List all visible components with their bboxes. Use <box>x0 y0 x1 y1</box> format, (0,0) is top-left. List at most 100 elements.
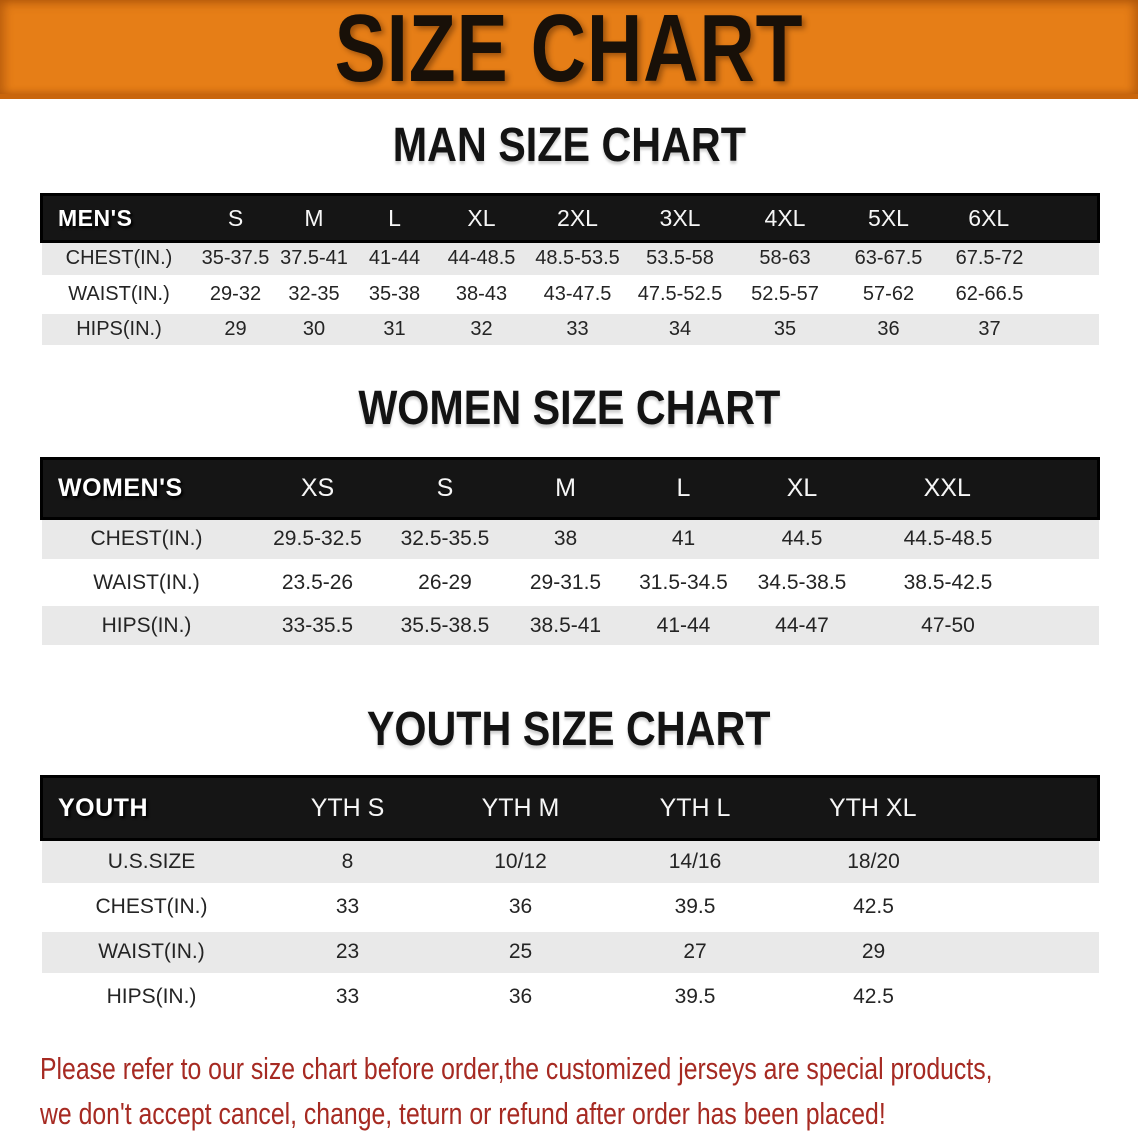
size-value: 53.5-58 <box>627 241 733 279</box>
table-row: WAIST(IN.) 29-32 32-35 35-38 38-43 43-47.5 47.… <box>41 276 1099 314</box>
size-value: 41-44 <box>353 241 436 279</box>
disclaimer-line-2: we don't accept cancel, change, teturn o… <box>40 1095 886 1131</box>
column-header-m: M <box>506 456 625 520</box>
size-value: 47-50 <box>861 604 1099 649</box>
row-label: HIPS(IN.) <box>41 311 197 349</box>
size-value: 30 <box>274 311 354 349</box>
size-value: 38-43 <box>435 276 528 314</box>
row-label: U.S.SIZE <box>41 839 262 887</box>
column-header-3xl: 3XL <box>627 193 733 243</box>
size-value: 35 <box>732 311 838 349</box>
women-table-header-row: WOMEN'S XS S M L XL XXL <box>40 456 1100 520</box>
column-header-l: L <box>353 193 436 243</box>
size-value: 33 <box>261 884 434 932</box>
column-header-s: S <box>383 456 507 520</box>
size-value: 32 <box>435 311 528 349</box>
size-value: 14/16 <box>607 839 783 887</box>
column-header-xxl: XXL <box>861 456 1100 520</box>
size-value: 44.5-48.5 <box>861 518 1099 563</box>
table-row: CHEST(IN.) 35-37.5 37.5-41 41-44 44-48.5 48.5… <box>41 241 1099 279</box>
men-size-chart-section: MAN SIZE CHART MEN'S S M L XL 2XL 3XL 4XL 5XL 6XL… <box>0 120 1138 349</box>
women-section-heading-text: WOMEN SIZE CHART <box>358 381 780 435</box>
column-header-m: M <box>274 193 354 243</box>
size-value: 36 <box>433 974 608 1022</box>
banner: SIZE CHART <box>0 0 1138 99</box>
men-section-heading-text: MAN SIZE CHART <box>392 119 746 172</box>
size-value: 39.5 <box>607 884 783 932</box>
table-row: WAIST(IN.) 23.5-26 26-29 29-31.5 31.5-34.5 34… <box>41 561 1099 606</box>
size-value: 36 <box>837 311 940 349</box>
men-section-heading: MAN SIZE CHART <box>0 120 1138 172</box>
size-value: 63-67.5 <box>837 241 940 279</box>
men-table-header-row: MEN'S S M L XL 2XL 3XL 4XL 5XL 6XL <box>40 193 1100 243</box>
youth-size-chart-section: YOUTH SIZE CHART YOUTH YTH S YTH M YTH L YTH… <box>0 704 1138 1022</box>
table-row: CHEST(IN.) 33 36 39.5 42.5 <box>41 884 1099 932</box>
column-header-5xl: 5XL <box>837 193 940 243</box>
size-value: 29 <box>196 311 275 349</box>
size-value: 25 <box>433 929 608 977</box>
size-value: 34.5-38.5 <box>742 561 862 606</box>
size-value: 29-32 <box>196 276 275 314</box>
youth-section-heading-text: YOUTH SIZE CHART <box>367 703 771 756</box>
table-row: HIPS(IN.) 33-35.5 35.5-38.5 38.5-41 41-44 44-… <box>41 604 1099 649</box>
size-value: 39.5 <box>607 974 783 1022</box>
size-value: 38 <box>506 518 625 563</box>
size-value: 23.5-26 <box>251 561 384 606</box>
row-label: WAIST(IN.) <box>41 276 197 314</box>
column-header-xs: XS <box>251 456 384 520</box>
table-row: U.S.SIZE 8 10/12 14/16 18/20 <box>41 839 1099 887</box>
size-value: 37 <box>939 311 1099 349</box>
row-label: CHEST(IN.) <box>41 884 262 932</box>
size-value: 44-47 <box>742 604 862 649</box>
column-header-6xl: 6XL <box>939 193 1100 243</box>
disclaimer: Please refer to our size chart before or… <box>40 1046 1138 1136</box>
size-value: 44.5 <box>742 518 862 563</box>
column-header-2xl: 2XL <box>527 193 628 243</box>
size-value: 42.5 <box>782 974 1099 1022</box>
size-value: 47.5-52.5 <box>627 276 733 314</box>
youth-header-label: YOUTH <box>40 775 262 841</box>
table-row: WAIST(IN.) 23 25 27 29 <box>41 929 1099 977</box>
size-value: 35-37.5 <box>196 241 275 279</box>
size-value: 29 <box>782 929 1099 977</box>
size-value: 44-48.5 <box>435 241 528 279</box>
size-value: 36 <box>433 884 608 932</box>
column-header-xl: XL <box>435 193 528 243</box>
youth-size-table: YOUTH YTH S YTH M YTH L YTH XL U.S.SIZE 8 10/12… <box>40 775 1100 1022</box>
size-value: 41 <box>624 518 743 563</box>
size-value: 33 <box>527 311 628 349</box>
size-value: 8 <box>261 839 434 887</box>
row-label: CHEST(IN.) <box>41 241 197 279</box>
column-header-l: L <box>624 456 743 520</box>
size-value: 62-66.5 <box>939 276 1099 314</box>
column-header-yth-l: YTH L <box>607 775 783 841</box>
row-label: WAIST(IN.) <box>41 929 262 977</box>
size-value: 32.5-35.5 <box>383 518 507 563</box>
row-label: HIPS(IN.) <box>41 604 252 649</box>
size-value: 57-62 <box>837 276 940 314</box>
size-value: 43-47.5 <box>527 276 628 314</box>
women-section-heading: WOMEN SIZE CHART <box>0 381 1138 435</box>
size-value: 31.5-34.5 <box>624 561 743 606</box>
size-value: 38.5-42.5 <box>861 561 1099 606</box>
size-value: 29-31.5 <box>506 561 625 606</box>
size-value: 58-63 <box>732 241 838 279</box>
women-header-label: WOMEN'S <box>40 456 252 520</box>
size-value: 26-29 <box>383 561 507 606</box>
men-size-table: MEN'S S M L XL 2XL 3XL 4XL 5XL 6XL CHEST(IN.) 35-37… <box>40 193 1100 349</box>
size-value: 41-44 <box>624 604 743 649</box>
size-value: 42.5 <box>782 884 1099 932</box>
size-value: 23 <box>261 929 434 977</box>
size-value: 38.5-41 <box>506 604 625 649</box>
women-size-table: WOMEN'S XS S M L XL XXL CHEST(IN.) 29.5-32.5 32.5… <box>40 456 1100 649</box>
row-label: WAIST(IN.) <box>41 561 252 606</box>
column-header-yth-xl: YTH XL <box>782 775 1100 841</box>
size-value: 37.5-41 <box>274 241 354 279</box>
size-value: 18/20 <box>782 839 1099 887</box>
youth-section-heading: YOUTH SIZE CHART <box>0 704 1138 756</box>
table-row: CHEST(IN.) 29.5-32.5 32.5-35.5 38 41 44.5 44.5… <box>41 518 1099 563</box>
size-value: 31 <box>353 311 436 349</box>
table-row: HIPS(IN.) 29 30 31 32 33 34 35 36 37 <box>41 311 1099 349</box>
size-value: 32-35 <box>274 276 354 314</box>
